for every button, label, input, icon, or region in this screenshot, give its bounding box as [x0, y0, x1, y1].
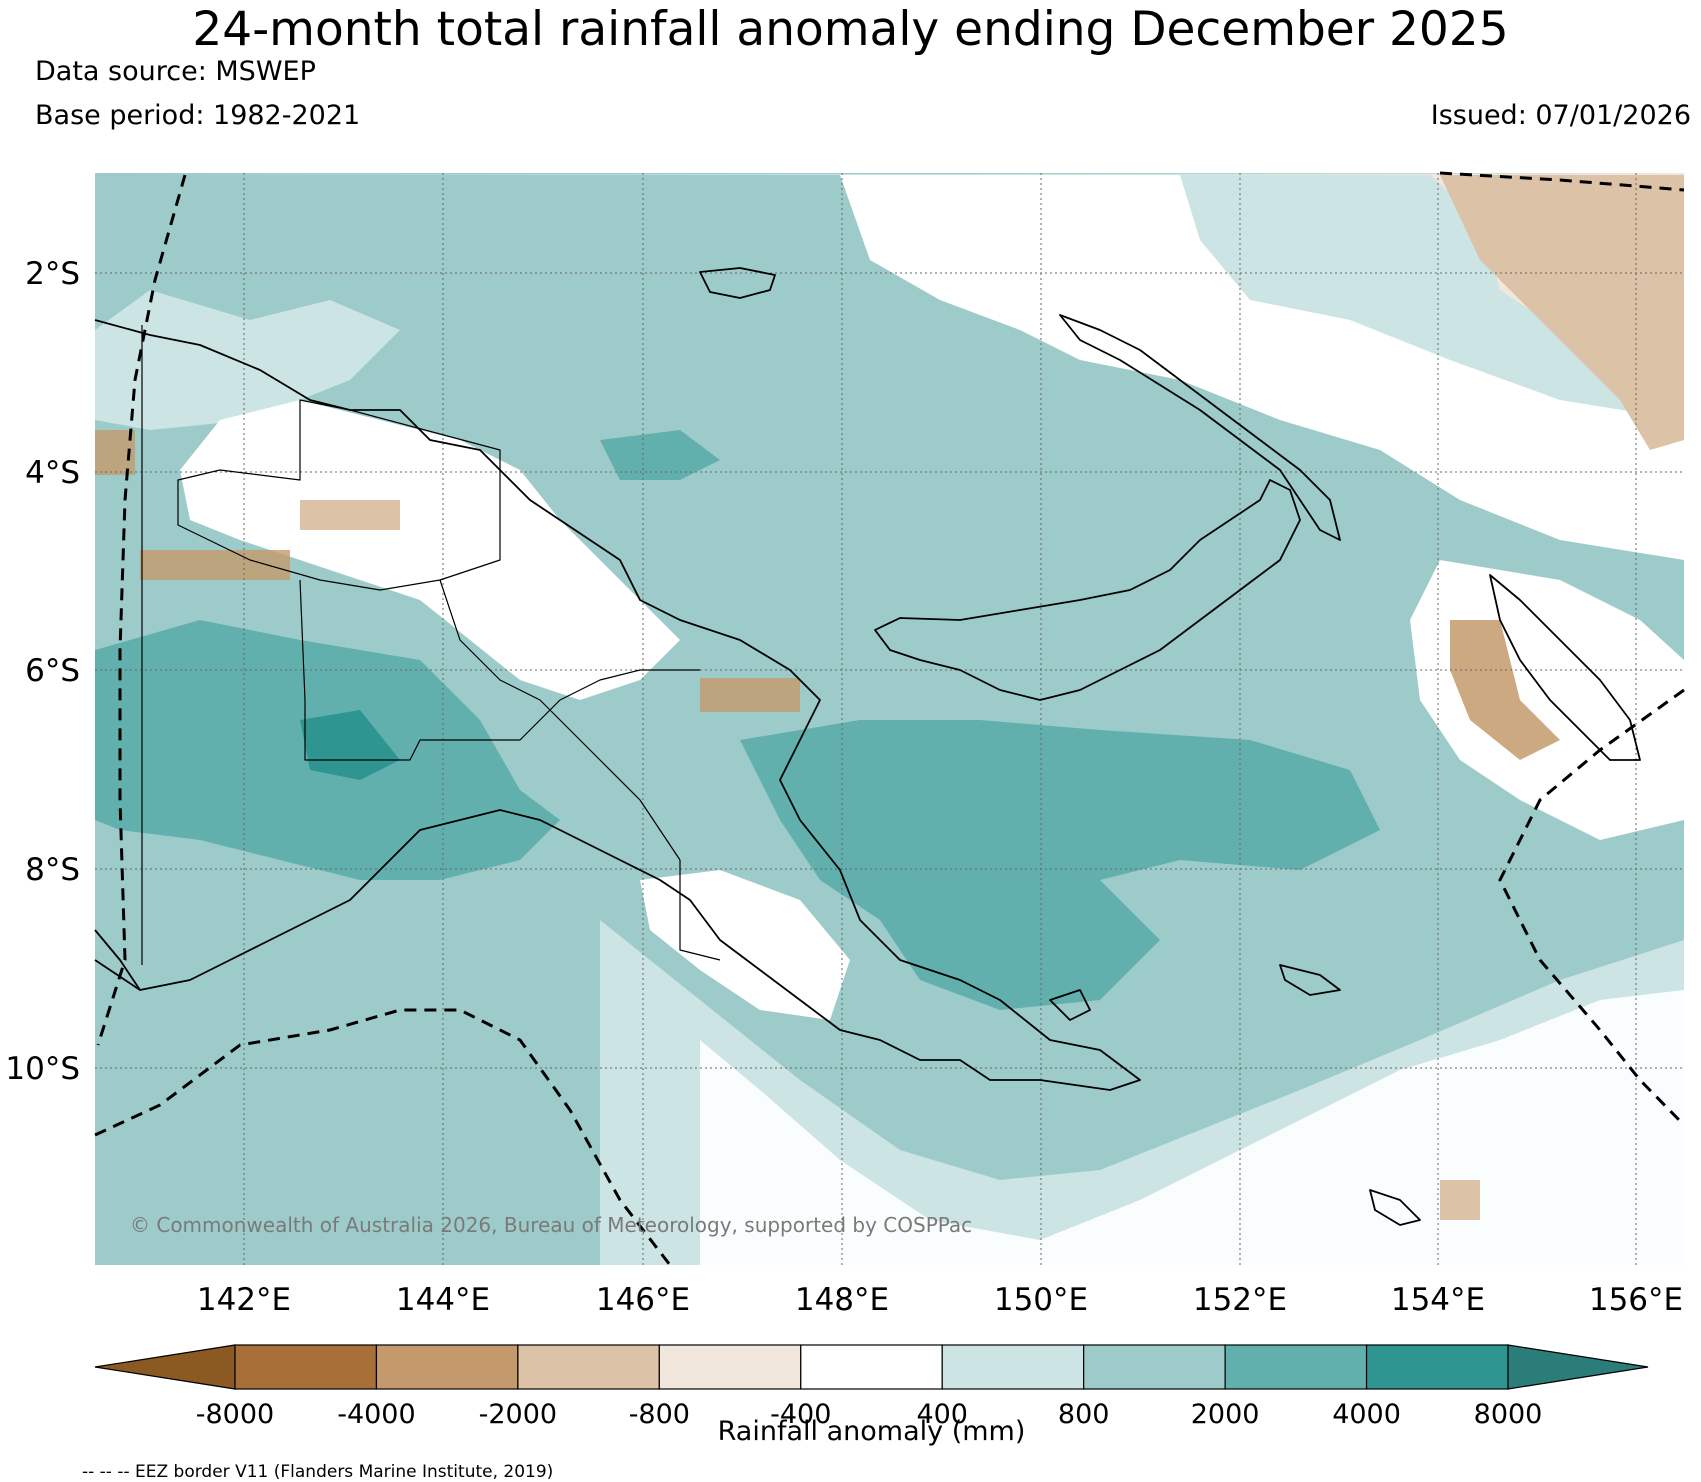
copyright-notice: © Commonwealth of Australia 2026, Bureau… [130, 1213, 972, 1237]
colorbar-title: Rainfall anomaly (mm) [0, 1416, 1701, 1447]
lat-label-10s: 10°S [5, 1051, 80, 1087]
colorbar-box [659, 1345, 800, 1389]
colorbar-box [942, 1345, 1083, 1389]
colorbar-box [1367, 1345, 1508, 1389]
lon-label-152e: 152°E [1193, 1282, 1287, 1318]
rainfall-map: 2°S 4°S 6°S 8°S 10°S 142°E 144°E 146°E 1… [0, 0, 1701, 1472]
colorbar-box [518, 1345, 659, 1389]
lat-label-4s: 4°S [25, 455, 80, 491]
lat-label-6s: 6°S [25, 653, 80, 689]
lon-label-146e: 146°E [596, 1282, 690, 1318]
lat-label-8s: 8°S [25, 852, 80, 888]
anomaly-field [95, 173, 1684, 1265]
lon-label-144e: 144°E [396, 1282, 490, 1318]
colorbar-box [801, 1345, 942, 1389]
colorbar-box [1084, 1345, 1225, 1389]
lon-label-154e: 154°E [1391, 1282, 1485, 1318]
colorbar-extend-high [1508, 1345, 1648, 1389]
field-dry-patch-3 [700, 678, 800, 712]
eez-border-note: -- -- -- EEZ border V11 (Flanders Marine… [82, 1462, 553, 1482]
colorbar-box [235, 1345, 376, 1389]
lon-label-148e: 148°E [795, 1282, 889, 1318]
colorbar-extend-low [95, 1345, 235, 1389]
field-dry-patch-2 [300, 500, 400, 530]
colorbar-box [1225, 1345, 1366, 1389]
lon-label-150e: 150°E [994, 1282, 1088, 1318]
colorbar-box [376, 1345, 517, 1389]
lon-label-156e: 156°E [1589, 1282, 1683, 1318]
lon-label-142e: 142°E [197, 1282, 291, 1318]
lat-label-2s: 2°S [25, 256, 80, 292]
field-dry-patch-6 [1440, 1180, 1480, 1220]
